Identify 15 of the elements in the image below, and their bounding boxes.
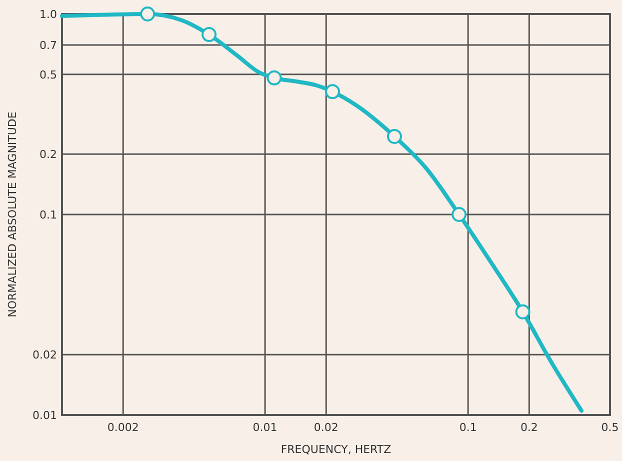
x-tick-label: 0.002 — [107, 421, 139, 434]
x-tick-label: 0.2 — [520, 421, 538, 434]
y-tick-label: 1.0 — [40, 8, 57, 21]
x-tick-label: 0.01 — [252, 421, 278, 434]
y-tick-label: 0.02 — [32, 348, 57, 362]
x-tick-label: 0.5 — [601, 421, 619, 434]
y-tick-label: 0.1 — [40, 208, 57, 222]
x-tick-label: 0.1 — [459, 421, 477, 434]
y-tick-label: 0.5 — [40, 68, 57, 82]
x-tick-label: 0.02 — [314, 421, 338, 434]
y-axis-title: NORMALIZED ABSOLUTE MAGNITUDE — [6, 112, 19, 318]
x-axis-title: FREQUENCY, HERTZ — [280, 443, 392, 456]
y-tick-label: 0.2 — [40, 148, 57, 162]
y-tick-label: 0.7 — [40, 39, 57, 52]
y-tick-label: 0.01 — [32, 409, 57, 422]
